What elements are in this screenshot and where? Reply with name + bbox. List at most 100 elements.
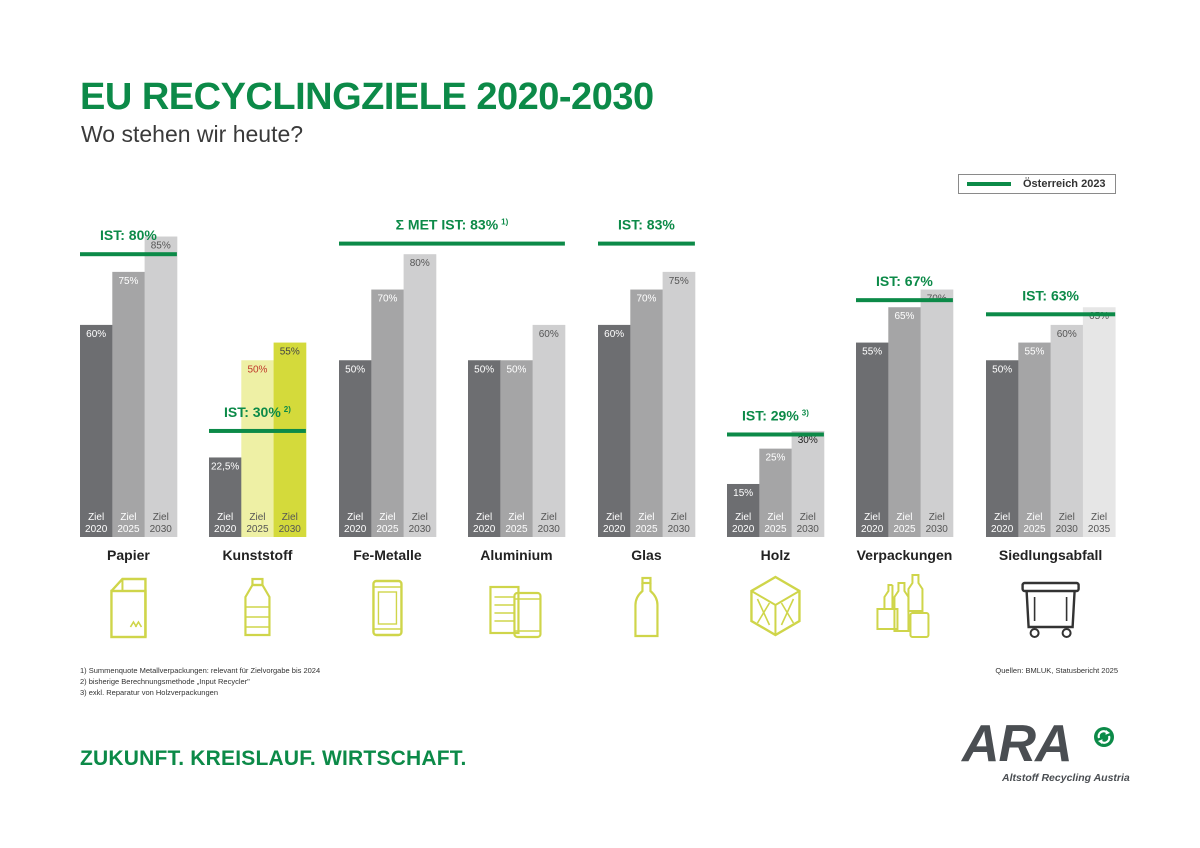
bar-value-label: 80% (410, 258, 430, 269)
bar-fe-metalle-2020 (339, 360, 372, 537)
recycling-arrows-icon (1094, 727, 1114, 747)
bar-papier-2025 (112, 271, 145, 537)
bar-tick-word: Ziel (476, 512, 492, 523)
bar-tick-year: 2035 (1088, 524, 1111, 535)
category-label: Aluminium (480, 547, 552, 563)
waste-bin-icon (1021, 581, 1080, 638)
bar-value-label: 50% (345, 364, 365, 375)
bar-tick-word: Ziel (153, 512, 169, 523)
bar-value-label: 25% (765, 453, 785, 464)
page-title: EU RECYCLINGZIELE 2020-2030 (80, 76, 654, 118)
bar-value-label: 30% (798, 435, 818, 446)
bar-tick-year: 2030 (538, 524, 561, 535)
bar-verpackungen-2020 (856, 342, 889, 537)
bar-glas-2030 (662, 271, 696, 537)
metal-can-icon (372, 579, 403, 637)
actual-line-fe-metalle (339, 241, 565, 246)
category-label: Verpackungen (857, 547, 953, 563)
bar-siedlungsabfall-2030 (1050, 324, 1084, 537)
legend-label: Österreich 2023 (1023, 178, 1106, 190)
bar-papier-2030 (144, 236, 178, 537)
bar-tick-year: 2025 (246, 524, 269, 535)
bar-tick-word: Ziel (606, 512, 622, 523)
sources-note: Quellen: BMLUK, Statusbericht 2025 (995, 666, 1118, 675)
bar-value-label: 65% (1089, 311, 1109, 322)
bar-value-label: 22,5% (211, 461, 239, 472)
actual-line-siedlungsabfall (986, 312, 1116, 317)
bar-tick-year: 2030 (409, 524, 432, 535)
bar-tick-year: 2020 (603, 524, 626, 535)
actual-label-holz: IST: 29% 3) (742, 407, 809, 423)
bar-tick-year: 2020 (344, 524, 367, 535)
wooden-crate-icon (750, 575, 801, 637)
paper-box-icon (110, 577, 147, 639)
bar-holz-2020 (727, 483, 760, 537)
bar-tick-word: Ziel (541, 512, 557, 523)
bar-aluminium-2025 (500, 360, 533, 537)
bar-value-label: 50% (992, 364, 1012, 375)
bar-tick-year: 2025 (376, 524, 399, 535)
bar-fe-metalle-2025 (371, 289, 404, 537)
bar-tick-year: 2025 (764, 524, 787, 535)
bar-tick-year: 2030 (668, 524, 691, 535)
bar-tick-word: Ziel (800, 512, 816, 523)
bar-tick-word: Ziel (1026, 512, 1042, 523)
bar-kunststoff-2030 (273, 342, 307, 537)
footnote-ref: 3) (802, 408, 809, 417)
bar-glas-2020 (598, 324, 631, 537)
bar-siedlungsabfall-2020 (986, 360, 1019, 537)
bar-tick-year: 2020 (991, 524, 1014, 535)
bar-value-label: 55% (280, 347, 300, 358)
aluminium-cans-icon (489, 585, 542, 639)
category-label: Holz (761, 547, 791, 563)
bar-tick-year: 2025 (117, 524, 140, 535)
bar-tick-year: 2025 (1023, 524, 1046, 535)
bar-tick-year: 2030 (797, 524, 820, 535)
bar-verpackungen-2030 (920, 289, 954, 537)
actual-label-verpackungen: IST: 67% (876, 273, 933, 289)
bar-tick-year: 2030 (1056, 524, 1079, 535)
actual-label-kunststoff: IST: 30% 2) (224, 404, 291, 420)
bar-tick-year: 2030 (279, 524, 302, 535)
bar-tick-year: 2020 (214, 524, 237, 535)
glass-bottle-icon (634, 576, 659, 638)
bar-holz-2030 (791, 430, 825, 537)
bar-tick-year: 2025 (635, 524, 658, 535)
logo-tagline: Altstoff Recycling Austria (1002, 772, 1130, 784)
actual-line-holz (727, 432, 824, 437)
bar-kunststoff-2020 (209, 457, 242, 537)
bar-holz-2025 (759, 448, 792, 537)
bar-tick-year: 2020 (85, 524, 108, 535)
bar-siedlungsabfall-2035 (1082, 307, 1116, 537)
footnote-2: 2) bisherige Berechnungsmethode „Input R… (80, 677, 250, 686)
bar-value-label: 70% (636, 294, 656, 305)
actual-label-glas: IST: 83% (618, 217, 675, 233)
bar-value-label: 15% (733, 488, 753, 499)
bar-tick-year: 2030 (150, 524, 173, 535)
bar-tick-year: 2020 (861, 524, 884, 535)
bar-tick-word: Ziel (735, 512, 751, 523)
bar-fe-metalle-2030 (403, 254, 437, 537)
bar-value-label: 60% (539, 329, 559, 340)
bar-value-label: 75% (118, 276, 138, 287)
bar-tick-year: 2020 (473, 524, 496, 535)
bar-value-label: 70% (377, 294, 397, 305)
actual-line-verpackungen (856, 298, 953, 303)
slogan: ZUKUNFT. KREISLAUF. WIRTSCHAFT. (80, 747, 467, 770)
actual-line-papier (80, 252, 177, 257)
bar-tick-word: Ziel (671, 512, 687, 523)
bar-tick-word: Ziel (88, 512, 104, 523)
category-label: Fe-Metalle (353, 547, 422, 563)
chart-legend: Österreich 2023 (958, 174, 1116, 194)
bar-value-label: 55% (862, 347, 882, 358)
bar-value-label: 60% (604, 329, 624, 340)
bar-value-label: 55% (1024, 347, 1044, 358)
bar-value-label: 60% (1057, 329, 1077, 340)
bar-tick-word: Ziel (1091, 512, 1107, 523)
plastic-bottle-icon (244, 577, 271, 637)
bar-aluminium-2020 (468, 360, 501, 537)
bar-value-label: 50% (247, 364, 267, 375)
legend-swatch-actual (967, 182, 1011, 186)
bar-tick-word: Ziel (864, 512, 880, 523)
